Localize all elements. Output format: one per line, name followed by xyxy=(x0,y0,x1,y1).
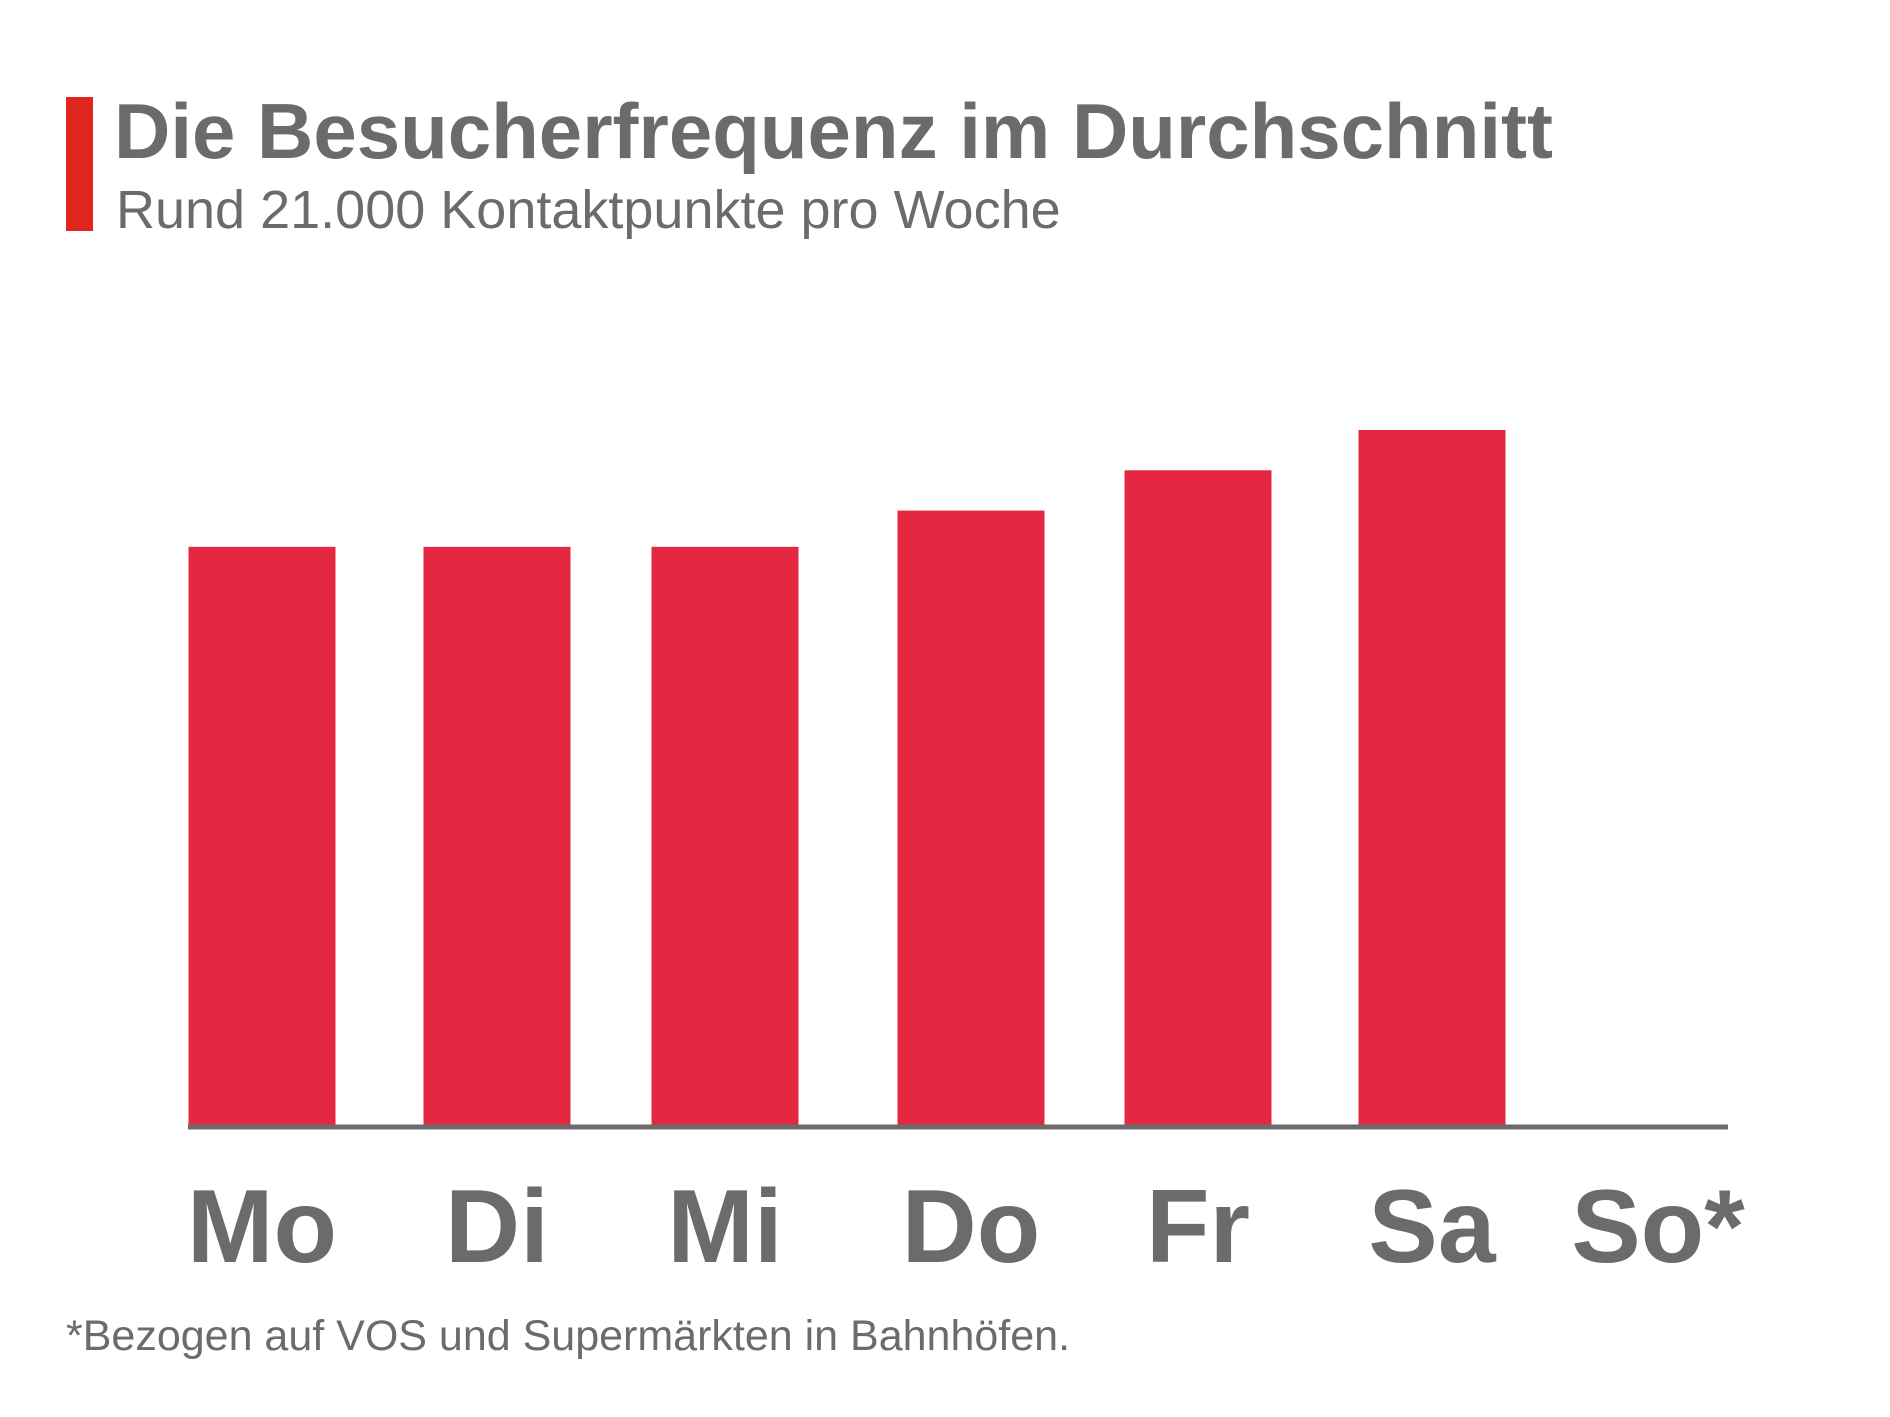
x-tick-label-mo: Mo xyxy=(187,1169,337,1285)
bar-sa xyxy=(1358,430,1506,1125)
bar-do xyxy=(897,510,1045,1125)
footnote: *Bezogen auf VOS und Supermärkten in Bah… xyxy=(66,1312,1071,1360)
bar-di xyxy=(423,546,571,1125)
x-tick-label-so: So* xyxy=(1571,1169,1745,1285)
x-axis-labels: Mo Di Mi Do Fr Sa So* xyxy=(187,1169,1745,1285)
chart-title: Die Besucherfrequenz im Durchschnitt xyxy=(114,87,1553,175)
bar-mo xyxy=(188,546,336,1125)
title-accent-bar xyxy=(66,97,93,231)
x-tick-label-fr: Fr xyxy=(1146,1169,1250,1285)
x-tick-label-sa: Sa xyxy=(1368,1169,1496,1285)
bar-group xyxy=(188,430,1506,1125)
x-tick-label-mi: Mi xyxy=(667,1169,783,1285)
x-tick-label-do: Do xyxy=(902,1169,1041,1285)
x-tick-label-di: Di xyxy=(445,1169,549,1285)
bar-mi xyxy=(651,546,799,1125)
bar-fr xyxy=(1124,470,1272,1125)
chart-subtitle: Rund 21.000 Kontaktpunkte pro Woche xyxy=(116,180,1061,240)
